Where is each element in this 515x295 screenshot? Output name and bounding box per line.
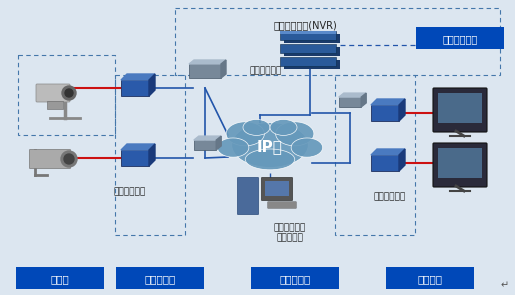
FancyBboxPatch shape	[194, 140, 216, 150]
Text: 视音频编码器: 视音频编码器	[114, 188, 146, 196]
FancyBboxPatch shape	[438, 93, 482, 123]
FancyBboxPatch shape	[262, 178, 293, 201]
FancyBboxPatch shape	[339, 97, 361, 107]
Bar	[335, 75, 415, 235]
Ellipse shape	[276, 122, 314, 146]
Polygon shape	[221, 60, 226, 78]
Polygon shape	[149, 144, 155, 166]
FancyBboxPatch shape	[371, 155, 399, 171]
FancyBboxPatch shape	[433, 143, 487, 187]
Text: 视频音频存储: 视频音频存储	[442, 34, 477, 44]
Polygon shape	[216, 136, 221, 150]
Polygon shape	[399, 99, 405, 121]
Polygon shape	[399, 149, 405, 171]
FancyBboxPatch shape	[284, 47, 340, 55]
FancyBboxPatch shape	[284, 60, 340, 68]
FancyBboxPatch shape	[36, 84, 70, 102]
FancyBboxPatch shape	[29, 150, 71, 168]
FancyBboxPatch shape	[189, 64, 221, 78]
Circle shape	[62, 86, 76, 100]
FancyBboxPatch shape	[280, 57, 336, 65]
FancyBboxPatch shape	[237, 178, 259, 214]
Text: 控制管理平台: 控制管理平台	[274, 224, 306, 232]
FancyBboxPatch shape	[280, 43, 336, 53]
Ellipse shape	[270, 119, 297, 135]
FancyBboxPatch shape	[280, 30, 336, 40]
FancyBboxPatch shape	[265, 181, 289, 196]
Polygon shape	[339, 93, 366, 97]
FancyBboxPatch shape	[47, 101, 63, 109]
Bar	[18, 55, 115, 135]
Bar	[175, 8, 500, 75]
Text: 传输、交换: 传输、交换	[144, 274, 176, 284]
Polygon shape	[121, 74, 155, 80]
Bar	[115, 75, 185, 235]
Circle shape	[65, 89, 73, 97]
Polygon shape	[371, 149, 405, 155]
FancyBboxPatch shape	[121, 80, 149, 96]
Text: 以太网交换机: 以太网交换机	[250, 66, 282, 76]
Ellipse shape	[217, 138, 249, 157]
Text: 管理、控制: 管理、控制	[279, 274, 311, 284]
Text: 网络视频存储(NVR): 网络视频存储(NVR)	[273, 20, 337, 30]
Polygon shape	[121, 144, 155, 150]
Polygon shape	[371, 99, 405, 105]
FancyBboxPatch shape	[116, 267, 204, 289]
Text: ↵: ↵	[501, 280, 509, 290]
FancyBboxPatch shape	[386, 267, 474, 289]
FancyBboxPatch shape	[251, 267, 339, 289]
Polygon shape	[194, 136, 221, 140]
Ellipse shape	[232, 123, 308, 167]
Text: 视频客户端: 视频客户端	[277, 234, 303, 242]
FancyBboxPatch shape	[371, 105, 399, 121]
FancyBboxPatch shape	[121, 150, 149, 166]
Ellipse shape	[243, 119, 270, 135]
Ellipse shape	[245, 149, 295, 170]
Ellipse shape	[226, 122, 264, 146]
Text: 视频源: 视频源	[50, 274, 70, 284]
Polygon shape	[149, 74, 155, 96]
FancyBboxPatch shape	[433, 88, 487, 132]
Circle shape	[64, 154, 74, 164]
FancyBboxPatch shape	[284, 34, 340, 42]
Text: IP网: IP网	[257, 140, 283, 155]
Circle shape	[61, 151, 77, 167]
FancyBboxPatch shape	[416, 27, 504, 49]
Text: 视音频解码器: 视音频解码器	[374, 193, 406, 201]
Ellipse shape	[291, 138, 323, 157]
FancyBboxPatch shape	[438, 148, 482, 178]
Text: 视频显示: 视频显示	[418, 274, 442, 284]
Polygon shape	[361, 93, 366, 107]
FancyBboxPatch shape	[268, 202, 296, 208]
FancyBboxPatch shape	[280, 30, 336, 34]
Polygon shape	[189, 60, 226, 64]
FancyBboxPatch shape	[16, 267, 104, 289]
